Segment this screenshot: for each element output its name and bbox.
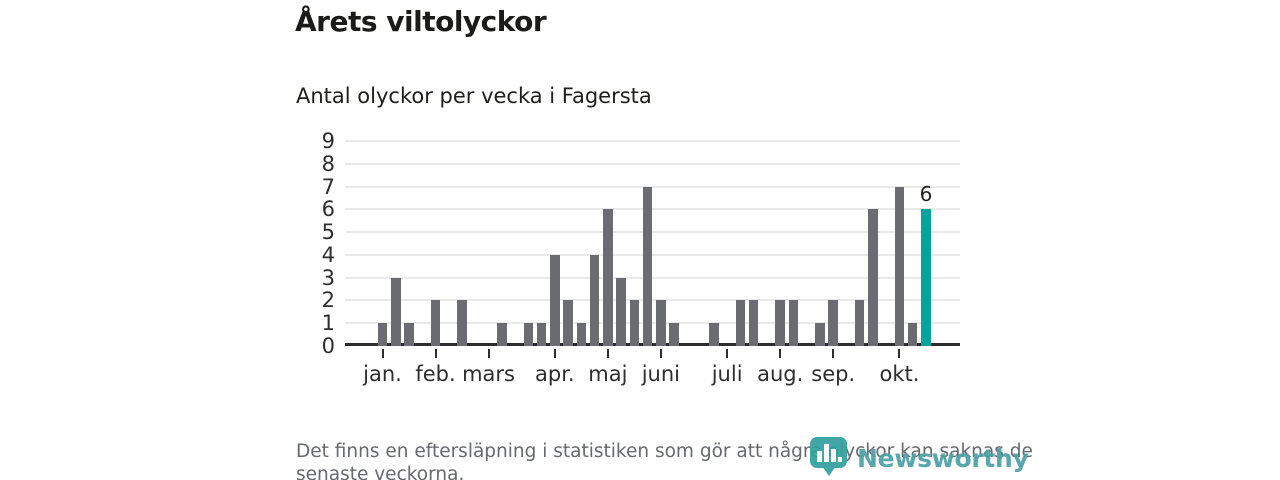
y-axis-label: 7 [321, 174, 335, 199]
y-axis-label: 3 [321, 265, 335, 290]
bar [828, 300, 838, 346]
x-axis-tick [898, 349, 901, 358]
gridline [345, 299, 960, 302]
bar [550, 254, 560, 346]
value-label: 6 [919, 182, 933, 207]
bar [907, 323, 918, 346]
bar [589, 254, 600, 346]
bar [748, 300, 759, 346]
bar [788, 300, 799, 346]
gridline [345, 276, 960, 279]
footnote-line: senaste veckorna. [296, 464, 465, 480]
x-axis-label: jan. [363, 362, 402, 386]
bar [656, 300, 666, 346]
y-axis-label: 8 [321, 151, 335, 176]
bar [815, 323, 825, 346]
bar [894, 186, 905, 346]
y-axis-label: 2 [321, 288, 335, 313]
page-title: Årets viltolyckor [295, 5, 547, 38]
gridline [345, 231, 960, 234]
x-axis-tick [487, 349, 490, 358]
plot-area [345, 140, 960, 346]
bar [576, 323, 587, 346]
x-axis-tick [606, 349, 609, 358]
gridline [345, 162, 960, 165]
x-axis-label: mars [462, 362, 515, 386]
x-axis-tick [381, 349, 384, 358]
newsworthy-logo: Newsworthy [808, 436, 1029, 480]
footnote: Det finns en eftersläpning i statistiken… [296, 440, 1033, 480]
x-axis-label: sep. [811, 362, 856, 386]
x-axis-tick [659, 349, 662, 358]
bar [616, 277, 626, 346]
y-axis-label: 0 [321, 334, 335, 358]
gridline [345, 253, 960, 256]
chart-subtitle: Antal olyckor per vecka i Fagersta [296, 84, 652, 108]
bar [404, 323, 414, 346]
x-axis-label: maj [588, 362, 628, 386]
x-axis-label: aug. [757, 362, 804, 386]
bar-highlighted [921, 209, 931, 346]
bar [536, 323, 547, 346]
x-axis-tick [779, 349, 782, 358]
x-axis-label: juli [711, 362, 743, 386]
footnote-line: Det finns en eftersläpning i statistiken… [296, 441, 1033, 462]
bar [563, 300, 573, 346]
bar [430, 300, 441, 346]
x-axis-label: okt. [879, 362, 920, 386]
y-axis-label: 4 [321, 242, 335, 267]
bar [629, 300, 640, 346]
x-axis-label: feb. [415, 362, 456, 386]
x-axis-tick [726, 349, 729, 358]
bar [497, 323, 507, 346]
gridline [345, 208, 960, 211]
bar [603, 209, 613, 346]
y-axis-label: 5 [321, 220, 335, 245]
bar [709, 323, 719, 346]
newsworthy-wordmark: Newsworthy [857, 444, 1029, 473]
bar [735, 300, 746, 346]
bar [868, 209, 878, 346]
bar [775, 300, 785, 346]
gridline [345, 322, 960, 325]
bar [854, 300, 865, 346]
x-axis-tick [553, 349, 556, 358]
y-axis-label: 1 [321, 311, 335, 336]
bar [377, 323, 388, 346]
y-axis-label: 6 [321, 197, 335, 222]
x-axis-label: juni [641, 362, 681, 386]
bar [642, 186, 653, 346]
newsworthy-bar-chart-pin-icon [808, 436, 850, 480]
gridline [345, 185, 960, 188]
bar [669, 323, 679, 346]
bar [523, 323, 534, 346]
y-axis-label: 9 [321, 129, 335, 153]
bar [457, 300, 467, 346]
x-axis-tick [832, 349, 835, 358]
x-axis-tick [434, 349, 437, 358]
bar [391, 277, 401, 346]
gridline [345, 140, 960, 142]
x-axis-label: apr. [535, 362, 575, 386]
